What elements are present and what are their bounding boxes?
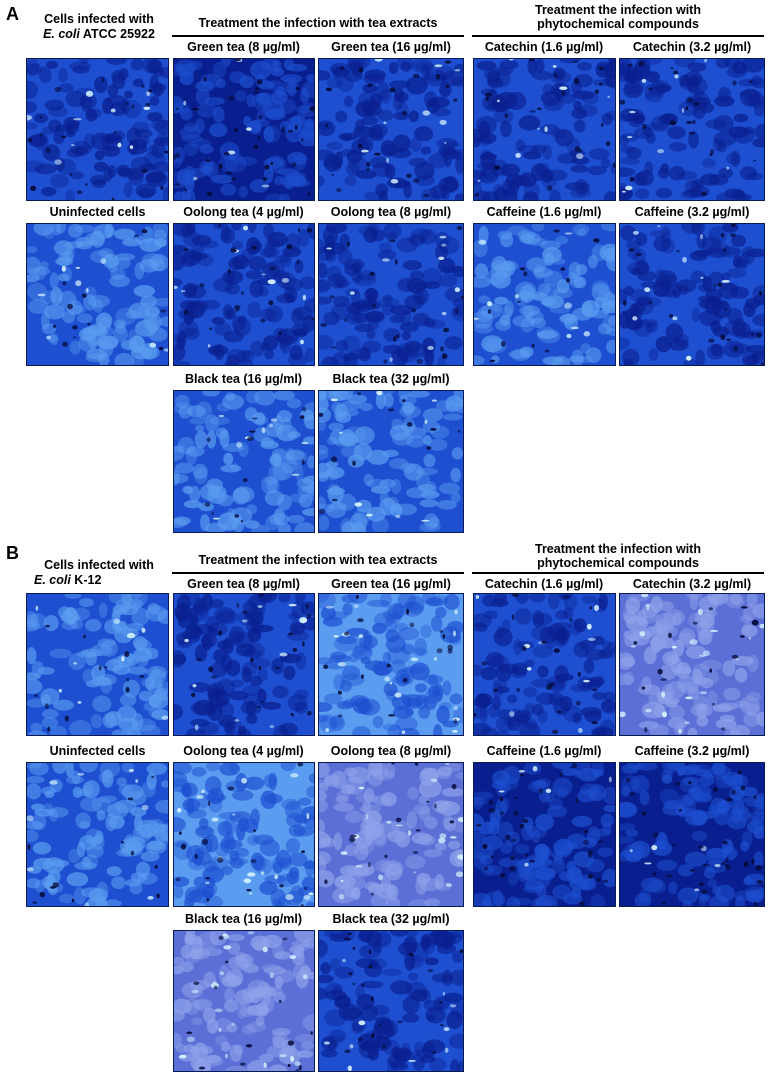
panel-b-label-oolong-high: Oolong tea (8 µg/ml) <box>330 744 452 758</box>
micrograph-texture <box>620 763 764 906</box>
panel-b-control-label-line2: E. coli K-12 <box>26 573 172 588</box>
panel-a-control-label-line1: Cells infected with <box>44 12 154 26</box>
micrograph-texture <box>319 224 463 365</box>
micrograph-texture <box>174 59 314 200</box>
panel-a-label-green-high: Green tea (16 µg/ml) <box>331 40 451 54</box>
panel-b-control-label-line1: Cells infected with <box>44 558 154 572</box>
panel-a-label-catechin-low: Catechin (1.6 µg/ml) <box>484 40 604 54</box>
panel-b-label-uninfected: Uninfected cells <box>49 744 146 758</box>
panel-b-micrograph-green-high <box>318 593 464 736</box>
panel-a-micrograph-oolong-high <box>318 223 464 366</box>
panel-b-strain-name: K-12 <box>70 573 102 587</box>
panel-a-micrograph-catechin-high <box>619 58 765 201</box>
micrograph-texture <box>27 59 168 200</box>
panel-a-micrograph-uninfected <box>26 223 169 366</box>
panel-a-phyto-header-line1: Treatment the infection with <box>535 3 701 17</box>
micrograph-texture <box>620 594 764 735</box>
panel-b-phyto-header-line2: phytochemical compounds <box>537 556 699 570</box>
micrograph-texture <box>319 931 463 1071</box>
panel-a-label-caffeine-low: Caffeine (1.6 µg/ml) <box>486 205 602 219</box>
panel-b-label-oolong-low: Oolong tea (4 µg/ml) <box>183 744 304 758</box>
micrograph-texture <box>174 594 314 735</box>
micrograph-texture <box>174 763 314 906</box>
micrograph-texture <box>319 59 463 200</box>
panel-b-label-catechin-low: Catechin (1.6 µg/ml) <box>484 577 604 591</box>
panel-b-label-black-high: Black tea (32 µg/ml) <box>332 912 450 926</box>
panel-b-letter: B <box>6 543 19 563</box>
panel-a-label-black-high: Black tea (32 µg/ml) <box>332 372 450 386</box>
panel-a-label-catechin-high: Catechin (3.2 µg/ml) <box>632 40 752 54</box>
micrograph-texture <box>174 224 314 365</box>
panel-a-control-label-line2: E. coli ATCC 25922 <box>26 27 172 42</box>
micrograph-texture <box>474 594 615 735</box>
panel-b-micrograph-oolong-high <box>318 762 464 907</box>
micrograph-texture <box>27 224 168 365</box>
panel-b-micrograph-caffeine-high <box>619 762 765 907</box>
panel-a-label-oolong-low: Oolong tea (4 µg/ml) <box>183 205 304 219</box>
panel-a-micrograph-caffeine-low <box>473 223 616 366</box>
panel-a-label-oolong-high: Oolong tea (8 µg/ml) <box>330 205 452 219</box>
panel-b-micrograph-uninfected <box>26 762 169 907</box>
micrograph-texture <box>319 391 463 532</box>
panel-b-micrograph-catechin-high <box>619 593 765 736</box>
panel-a-micrograph-black-high <box>318 390 464 533</box>
panel-b-micrograph-catechin-low <box>473 593 616 736</box>
panel-a-strain-name: ATCC 25922 <box>79 27 155 41</box>
panel-a-micrograph-black-low <box>173 390 315 533</box>
micrograph-texture <box>620 224 764 365</box>
panel-b-tea-header: Treatment the infection with tea extract… <box>198 553 438 567</box>
panel-a-micrograph-oolong-low <box>173 223 315 366</box>
micrograph-texture <box>27 763 168 906</box>
panel-b-label-black-low: Black tea (16 µg/ml) <box>185 912 302 926</box>
panel-a-label-green-low: Green tea (8 µg/ml) <box>187 40 300 54</box>
micrograph-texture <box>319 594 463 735</box>
panel-a-phyto-header-rule <box>472 35 764 37</box>
panel-b-phyto-header-line1: Treatment the infection with <box>535 542 701 556</box>
micrograph-texture <box>174 391 314 532</box>
panel-a-micrograph-caffeine-high <box>619 223 765 366</box>
panel-b-micrograph-black-low <box>173 930 315 1072</box>
panel-b-micrograph-green-low <box>173 593 315 736</box>
panel-b-micrograph-infected <box>26 593 169 736</box>
micrograph-texture <box>174 931 314 1071</box>
panel-a-label-black-low: Black tea (16 µg/ml) <box>185 372 302 386</box>
panel-a-organism-name: E. coli <box>43 27 80 41</box>
panel-a-phyto-header-line2: phytochemical compounds <box>537 17 699 31</box>
panel-b-label-green-low: Green tea (8 µg/ml) <box>187 577 300 591</box>
panel-b-micrograph-black-high <box>318 930 464 1072</box>
panel-a-phyto-header: Treatment the infection with phytochemic… <box>470 3 766 31</box>
panel-b-tea-header-rule <box>172 572 464 574</box>
micrograph-texture <box>474 59 615 200</box>
panel-b-label-caffeine-low: Caffeine (1.6 µg/ml) <box>486 744 602 758</box>
panel-b-micrograph-oolong-low <box>173 762 315 907</box>
panel-a-letter: A <box>6 4 19 24</box>
panel-b-organism-name: E. coli <box>34 573 71 587</box>
micrograph-texture <box>27 594 168 735</box>
micrograph-texture <box>474 763 615 906</box>
micrograph-texture <box>319 763 463 906</box>
panel-b-label-catechin-high: Catechin (3.2 µg/ml) <box>632 577 752 591</box>
panel-b-label-caffeine-high: Caffeine (3.2 µg/ml) <box>634 744 750 758</box>
panel-b-label-green-high: Green tea (16 µg/ml) <box>331 577 451 591</box>
panel-a-micrograph-green-low <box>173 58 315 201</box>
panel-a-tea-header: Treatment the infection with tea extract… <box>198 16 438 30</box>
panel-b-control-label: Cells infected with E. coli K-12 <box>26 558 172 588</box>
micrograph-texture <box>474 224 615 365</box>
panel-a-label-uninfected: Uninfected cells <box>49 205 146 219</box>
panel-a-micrograph-catechin-low <box>473 58 616 201</box>
panel-a-control-label: Cells infected with E. coli ATCC 25922 <box>26 12 172 42</box>
micrograph-texture <box>620 59 764 200</box>
panel-a-micrograph-green-high <box>318 58 464 201</box>
panel-a-tea-header-rule <box>172 35 464 37</box>
panel-b-phyto-header-rule <box>472 572 764 574</box>
panel-b-micrograph-caffeine-low <box>473 762 616 907</box>
panel-a-label-caffeine-high: Caffeine (3.2 µg/ml) <box>634 205 750 219</box>
panel-b-phyto-header: Treatment the infection with phytochemic… <box>470 542 766 570</box>
panel-a-micrograph-infected <box>26 58 169 201</box>
